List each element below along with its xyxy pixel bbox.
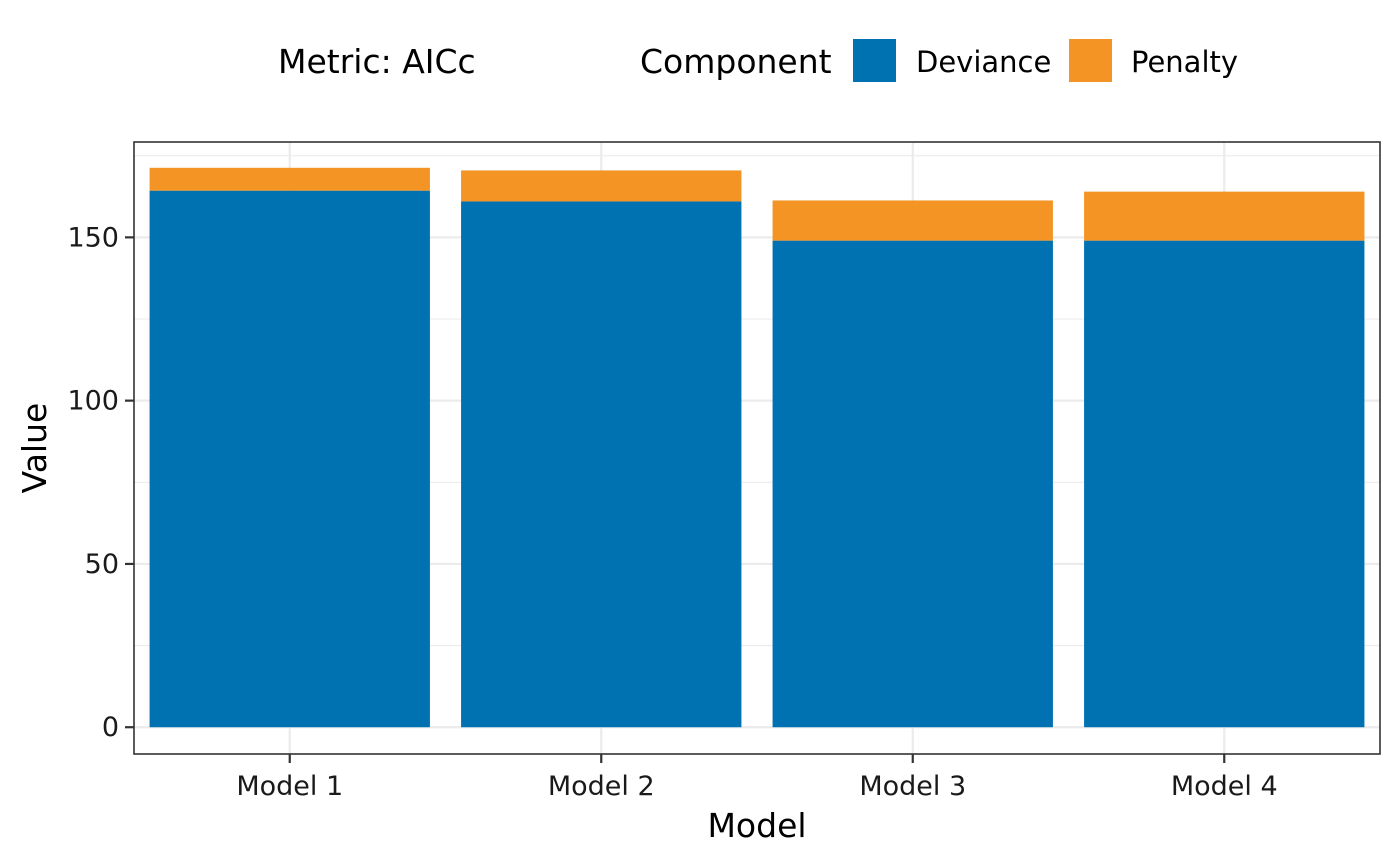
legend-key-deviance	[853, 39, 896, 82]
legend: Metric: AICc Component Deviance Penalty	[278, 39, 1238, 82]
y-tick-label: 0	[102, 712, 119, 743]
bar-penalty-1	[149, 167, 430, 191]
bar-penalty-4	[1084, 191, 1365, 241]
bar-deviance-2	[461, 201, 742, 728]
x-axis-title: Model	[707, 806, 806, 845]
y-axis-title: Value	[15, 403, 54, 494]
bar-deviance-1	[149, 190, 430, 728]
x-tick-label: Model 4	[1171, 771, 1278, 802]
legend-title: Component	[640, 42, 832, 81]
legend-key-penalty	[1069, 39, 1112, 82]
y-tick-label: 50	[85, 549, 119, 580]
bars	[149, 167, 1365, 728]
bar-deviance-3	[772, 240, 1053, 728]
y-tick-label: 100	[67, 386, 119, 417]
y-axis: 0 50 100 150	[67, 222, 134, 743]
bar-deviance-4	[1084, 240, 1365, 728]
metric-label: Metric: AICc	[278, 42, 476, 81]
x-axis: Model 1 Model 2 Model 3 Model 4	[236, 754, 1278, 802]
bar-penalty-3	[772, 200, 1053, 241]
plot-border	[133, 141, 1381, 755]
x-tick-label: Model 1	[236, 771, 343, 802]
x-tick-label: Model 2	[548, 771, 655, 802]
legend-label-deviance: Deviance	[916, 45, 1051, 79]
bar-penalty-2	[461, 170, 742, 202]
y-tick-label: 150	[67, 222, 119, 253]
x-tick-label: Model 3	[859, 771, 966, 802]
legend-label-penalty: Penalty	[1131, 45, 1238, 79]
